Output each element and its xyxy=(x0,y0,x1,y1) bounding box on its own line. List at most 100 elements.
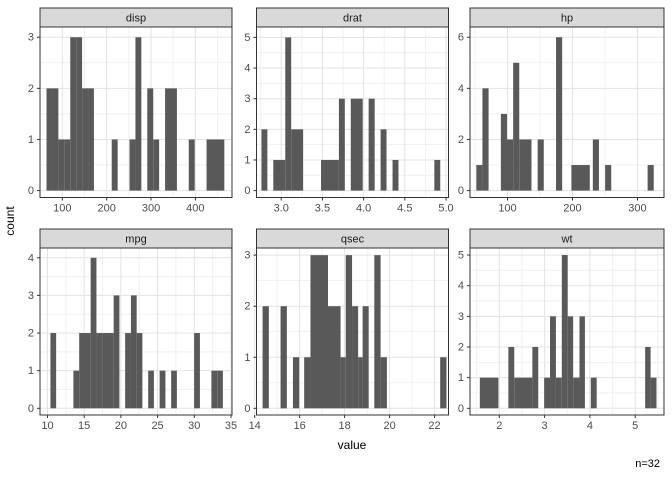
histogram-bar xyxy=(571,165,590,191)
x-tick-label: 4 xyxy=(587,420,593,432)
histogram-bar xyxy=(567,316,574,409)
histogram-bar xyxy=(380,129,387,191)
x-tick-label: 25 xyxy=(151,420,163,432)
histogram-bar xyxy=(482,88,489,191)
histogram-bar xyxy=(52,88,59,191)
y-tick-label: 6 xyxy=(458,32,464,44)
histogram-bar xyxy=(147,88,154,191)
histogram-bar xyxy=(285,37,292,191)
x-tick-label: 5.0 xyxy=(438,203,453,215)
y-tick-label: 0 xyxy=(458,185,464,197)
y-tick-label: 1 xyxy=(244,154,250,166)
histogram-bar xyxy=(500,113,507,191)
histogram-bar xyxy=(506,139,514,191)
x-tick-label: 3.5 xyxy=(315,203,330,215)
histogram-bar xyxy=(579,316,585,409)
histogram-bar xyxy=(113,295,120,409)
y-tick-label: 2 xyxy=(28,83,34,95)
histogram-bar xyxy=(327,306,341,409)
histogram-bar xyxy=(90,257,97,409)
histogram-bar xyxy=(374,255,381,409)
histogram-bar xyxy=(46,88,53,191)
histogram-bar xyxy=(165,88,177,191)
facet-strip-label: qsec xyxy=(341,234,365,246)
histogram-bar xyxy=(550,316,556,409)
x-tick-label: 30 xyxy=(188,420,200,432)
histogram-bar xyxy=(125,333,131,409)
x-tick-label: 20 xyxy=(115,420,127,432)
x-tick-label: 3 xyxy=(542,420,548,432)
x-tick-label: 100 xyxy=(53,203,71,215)
facet-strip-label: wt xyxy=(561,234,573,246)
x-axis-title: value xyxy=(337,438,367,452)
x-tick-label: 20 xyxy=(383,420,395,432)
y-tick-label: 0 xyxy=(244,403,250,415)
histogram-bar xyxy=(321,159,339,191)
x-tick-label: 15 xyxy=(78,420,90,432)
histogram-bar xyxy=(650,377,657,409)
histogram-bar xyxy=(292,357,300,409)
y-tick-label: 3 xyxy=(28,32,34,44)
histogram-bar xyxy=(291,129,304,191)
facet-strip-label: drat xyxy=(343,13,362,25)
histogram-bar xyxy=(129,139,136,191)
histogram-bar xyxy=(590,377,597,409)
histogram-bar xyxy=(645,346,651,409)
histogram-bar xyxy=(573,377,580,409)
histogram-bar xyxy=(96,333,103,409)
facet-strip xyxy=(469,228,665,249)
y-tick-label: 3 xyxy=(28,290,34,302)
sample-size-annotation: n=32 xyxy=(635,458,660,470)
histogram-bar xyxy=(555,377,562,409)
y-tick-label: 5 xyxy=(458,250,464,262)
histogram-bar xyxy=(50,333,57,409)
y-tick-label: 4 xyxy=(458,83,464,95)
y-tick-label: 1 xyxy=(244,352,250,364)
histogram-bar xyxy=(544,377,551,409)
y-tick-label: 2 xyxy=(244,301,250,313)
y-tick-label: 1 xyxy=(458,372,464,384)
x-tick-label: 300 xyxy=(142,203,160,215)
histogram-bar xyxy=(362,306,369,409)
facet-strip xyxy=(469,7,665,28)
histogram-bar xyxy=(148,370,154,409)
facet-strip xyxy=(256,228,449,249)
x-tick-label: 2 xyxy=(496,420,502,432)
histogram-bar xyxy=(135,37,142,191)
x-tick-label: 5 xyxy=(632,420,638,432)
facet-strip xyxy=(39,228,233,249)
panel-background xyxy=(470,27,664,198)
x-tick-label: 22 xyxy=(428,420,440,432)
histogram-bar xyxy=(368,98,375,191)
x-tick-label: 14 xyxy=(249,420,261,432)
histogram-bar xyxy=(273,159,286,191)
histogram-bar xyxy=(537,139,544,191)
histogram-bar xyxy=(171,370,177,409)
histogram-bar xyxy=(82,88,89,191)
y-tick-label: 2 xyxy=(458,341,464,353)
histogram-bar xyxy=(605,165,612,191)
histogram-bar xyxy=(102,333,114,409)
x-tick-label: 200 xyxy=(97,203,115,215)
histogram-bar xyxy=(304,357,311,409)
x-tick-label: 3.0 xyxy=(274,203,289,215)
y-tick-label: 0 xyxy=(244,185,250,197)
histogram-bar xyxy=(194,333,200,409)
x-tick-label: 35 xyxy=(225,420,237,432)
y-tick-label: 2 xyxy=(28,328,34,340)
histogram-bar xyxy=(111,139,118,191)
facet-strip xyxy=(39,7,233,28)
y-tick-label: 1 xyxy=(28,134,34,146)
histogram-bar xyxy=(345,255,353,409)
histogram-bar xyxy=(79,333,91,409)
histogram-bar xyxy=(532,346,539,409)
histogram-bar xyxy=(358,357,363,409)
y-tick-label: 4 xyxy=(244,63,250,75)
x-tick-label: 4.0 xyxy=(356,203,371,215)
histogram-bar xyxy=(64,139,71,191)
y-tick-label: 3 xyxy=(458,311,464,323)
histogram-bar xyxy=(350,98,363,191)
x-tick-label: 100 xyxy=(498,203,516,215)
histogram-bar xyxy=(556,37,563,191)
